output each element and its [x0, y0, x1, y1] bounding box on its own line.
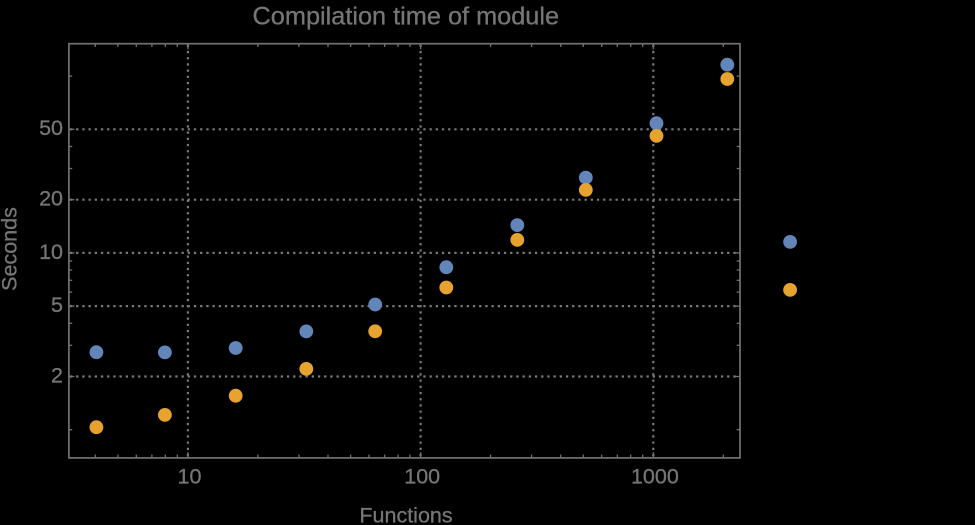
svg-text:50: 50: [39, 116, 63, 140]
svg-text:10: 10: [178, 464, 202, 488]
svg-text:2: 2: [51, 363, 63, 387]
svg-text:Functions: Functions: [359, 504, 452, 525]
svg-text:100: 100: [404, 464, 440, 488]
svg-text:20: 20: [39, 187, 63, 211]
svg-text:10: 10: [39, 240, 63, 264]
svg-text:Compilation time of module: Compilation time of module: [253, 3, 560, 31]
svg-text:1000: 1000: [631, 464, 679, 488]
svg-text:5: 5: [51, 293, 63, 317]
svg-text:Seconds: Seconds: [0, 207, 21, 291]
